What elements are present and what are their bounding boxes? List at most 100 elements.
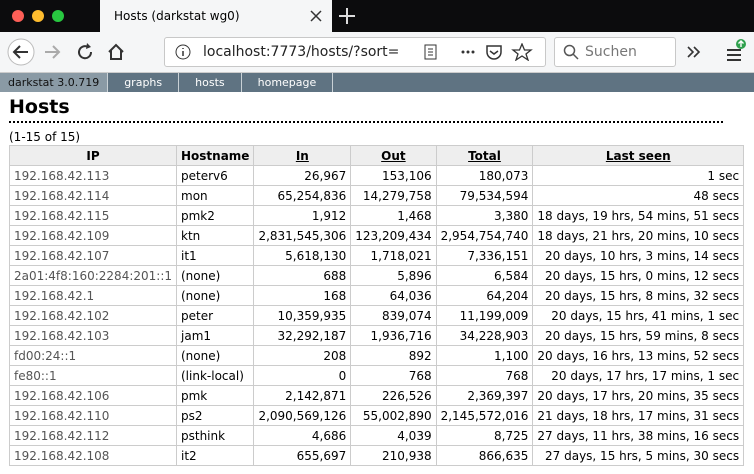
host-ip[interactable]: 192.168.42.113 [9, 165, 177, 186]
forward-button[interactable] [42, 42, 62, 62]
cell: jam1 [175, 325, 255, 346]
nav-link[interactable]: darkstat 3.0.719 [0, 73, 109, 92]
close-window[interactable] [12, 10, 24, 22]
maximize-window[interactable] [52, 10, 64, 22]
host-ip[interactable]: 192.168.42.102 [9, 305, 177, 326]
table-body: 192.168.42.113 peterv6 26,967 153,106 180,07… [9, 165, 745, 466]
host-ip[interactable]: 192.168.42.115 [9, 205, 177, 226]
cell: (none) [175, 345, 255, 366]
cell: it2 [175, 445, 255, 466]
column-header[interactable]: Last seen [532, 145, 745, 166]
cell: 34,228,903 [435, 325, 534, 346]
cell: 48 secs [532, 185, 745, 206]
host-ip[interactable]: 192.168.42.108 [9, 445, 177, 466]
host-ip[interactable]: fe80::1 [9, 365, 177, 386]
reload-button[interactable] [75, 42, 95, 62]
cell: it1 [175, 245, 255, 266]
header-text: Hostname [181, 148, 250, 163]
cell: 208 [253, 345, 352, 366]
nav-link[interactable]: homepage [242, 73, 334, 92]
host-ip[interactable]: 192.168.42.110 [9, 405, 177, 426]
search-icon [563, 44, 579, 60]
cell: 26,967 [253, 165, 352, 186]
cell: 892 [350, 345, 437, 366]
tab[interactable]: Hosts (darkstat wg0) [100, 0, 332, 32]
cell: 180,073 [435, 165, 534, 186]
cell: 1,912 [253, 205, 352, 226]
cell: 18 days, 21 hrs, 20 mins, 10 secs [532, 225, 745, 246]
cell: (none) [175, 285, 255, 306]
nav-link[interactable]: graphs [108, 73, 180, 92]
column-header: Hostname [175, 145, 255, 166]
cell: 20 days, 17 hrs, 20 mins, 35 secs [532, 385, 745, 406]
cell: 655,697 [253, 445, 352, 466]
host-ip[interactable]: 2a01:4f8:160:2284:201::1 [9, 265, 177, 286]
search-bar[interactable]: Suchen [554, 37, 676, 67]
header-text[interactable]: In [295, 148, 309, 163]
cell: 32,292,187 [253, 325, 352, 346]
cell: pmk [175, 385, 255, 406]
host-ip[interactable]: 192.168.42.112 [9, 425, 177, 446]
host-ip[interactable]: 192.168.42.103 [9, 325, 177, 346]
column-header[interactable]: Total [435, 145, 534, 166]
cell: 10,359,935 [253, 305, 352, 326]
cell: 866,635 [435, 445, 534, 466]
cell: 20 days, 10 hrs, 3 mins, 14 secs [532, 245, 745, 266]
host-row: 192.168.42.106 pmk 2,142,871 226,526 2,369,3… [9, 385, 745, 406]
host-row: 192.168.42.110 ps2 2,090,569,126 55,002,890… [9, 405, 745, 426]
cell: mon [175, 185, 255, 206]
host-ip[interactable]: 192.168.42.106 [9, 385, 177, 406]
url-bar[interactable]: localhost:7773/hosts/?sort= [164, 37, 546, 67]
back-button[interactable] [6, 37, 36, 67]
cell: 20 days, 15 hrs, 8 mins, 32 secs [532, 285, 745, 306]
column-header[interactable]: In [253, 145, 352, 166]
cell: peter [175, 305, 255, 326]
cell: 5,896 [350, 265, 437, 286]
header-text[interactable]: Last seen [605, 148, 671, 163]
overflow-button[interactable] [686, 44, 702, 60]
host-ip[interactable]: 192.168.42.114 [9, 185, 177, 206]
minimize-window[interactable] [32, 10, 44, 22]
cell: 20 days, 16 hrs, 13 mins, 52 secs [532, 345, 745, 366]
host-ip[interactable]: fd00:24::1 [9, 345, 177, 366]
tab-title: Hosts (darkstat wg0) [114, 9, 240, 23]
cell: (link-local) [175, 365, 255, 386]
new-tab[interactable] [338, 7, 356, 25]
toolbar: localhost:7773/hosts/?sort= Suchen [0, 32, 754, 73]
column-header: IP [9, 145, 177, 166]
tab-close[interactable] [310, 10, 322, 22]
cell: 210,938 [350, 445, 437, 466]
host-row: 192.168.42.112 psthink 4,686 4,039 8,725 27 d… [9, 425, 745, 446]
host-ip[interactable]: 192.168.42.109 [9, 225, 177, 246]
hosts-table: IP Hostname In Out Total Last seen 192.168.42.… [9, 145, 745, 466]
cell: 14,279,758 [350, 185, 437, 206]
cell: 20 days, 15 hrs, 0 mins, 12 secs [532, 265, 745, 286]
content: Hosts (1-15 of 15) IP Hostname In Out Total L… [9, 96, 745, 466]
cell: 2,369,397 [435, 385, 534, 406]
cell: psthink [175, 425, 255, 446]
cell: 2,090,569,126 [253, 405, 352, 426]
nav-link[interactable]: hosts [179, 73, 242, 92]
cell: 226,526 [350, 385, 437, 406]
host-row: fe80::1 (link-local) 0 768 768 20 days, 17 hr… [9, 365, 745, 386]
header-text[interactable]: Total [468, 148, 501, 163]
search-placeholder: Suchen [585, 44, 637, 60]
host-ip[interactable]: 192.168.42.107 [9, 245, 177, 266]
cell: 1 sec [532, 165, 745, 186]
column-header[interactable]: Out [350, 145, 437, 166]
cell: 20 days, 15 hrs, 41 mins, 1 sec [532, 305, 745, 326]
header-text[interactable]: Out [381, 148, 406, 163]
cell: 64,204 [435, 285, 534, 306]
cell: peterv6 [175, 165, 255, 186]
menu-button[interactable] [724, 38, 748, 64]
host-row: 192.168.42.113 peterv6 26,967 153,106 180,07… [9, 165, 745, 186]
cell: 2,145,572,016 [435, 405, 534, 426]
cell: 5,618,130 [253, 245, 352, 266]
cell: 21 days, 18 hrs, 17 mins, 31 secs [532, 405, 745, 426]
cell: 0 [253, 365, 352, 386]
info-icon[interactable] [175, 44, 191, 60]
host-ip[interactable]: 192.168.42.1 [9, 285, 177, 306]
url-actions [424, 43, 533, 61]
home-button[interactable] [106, 42, 126, 62]
